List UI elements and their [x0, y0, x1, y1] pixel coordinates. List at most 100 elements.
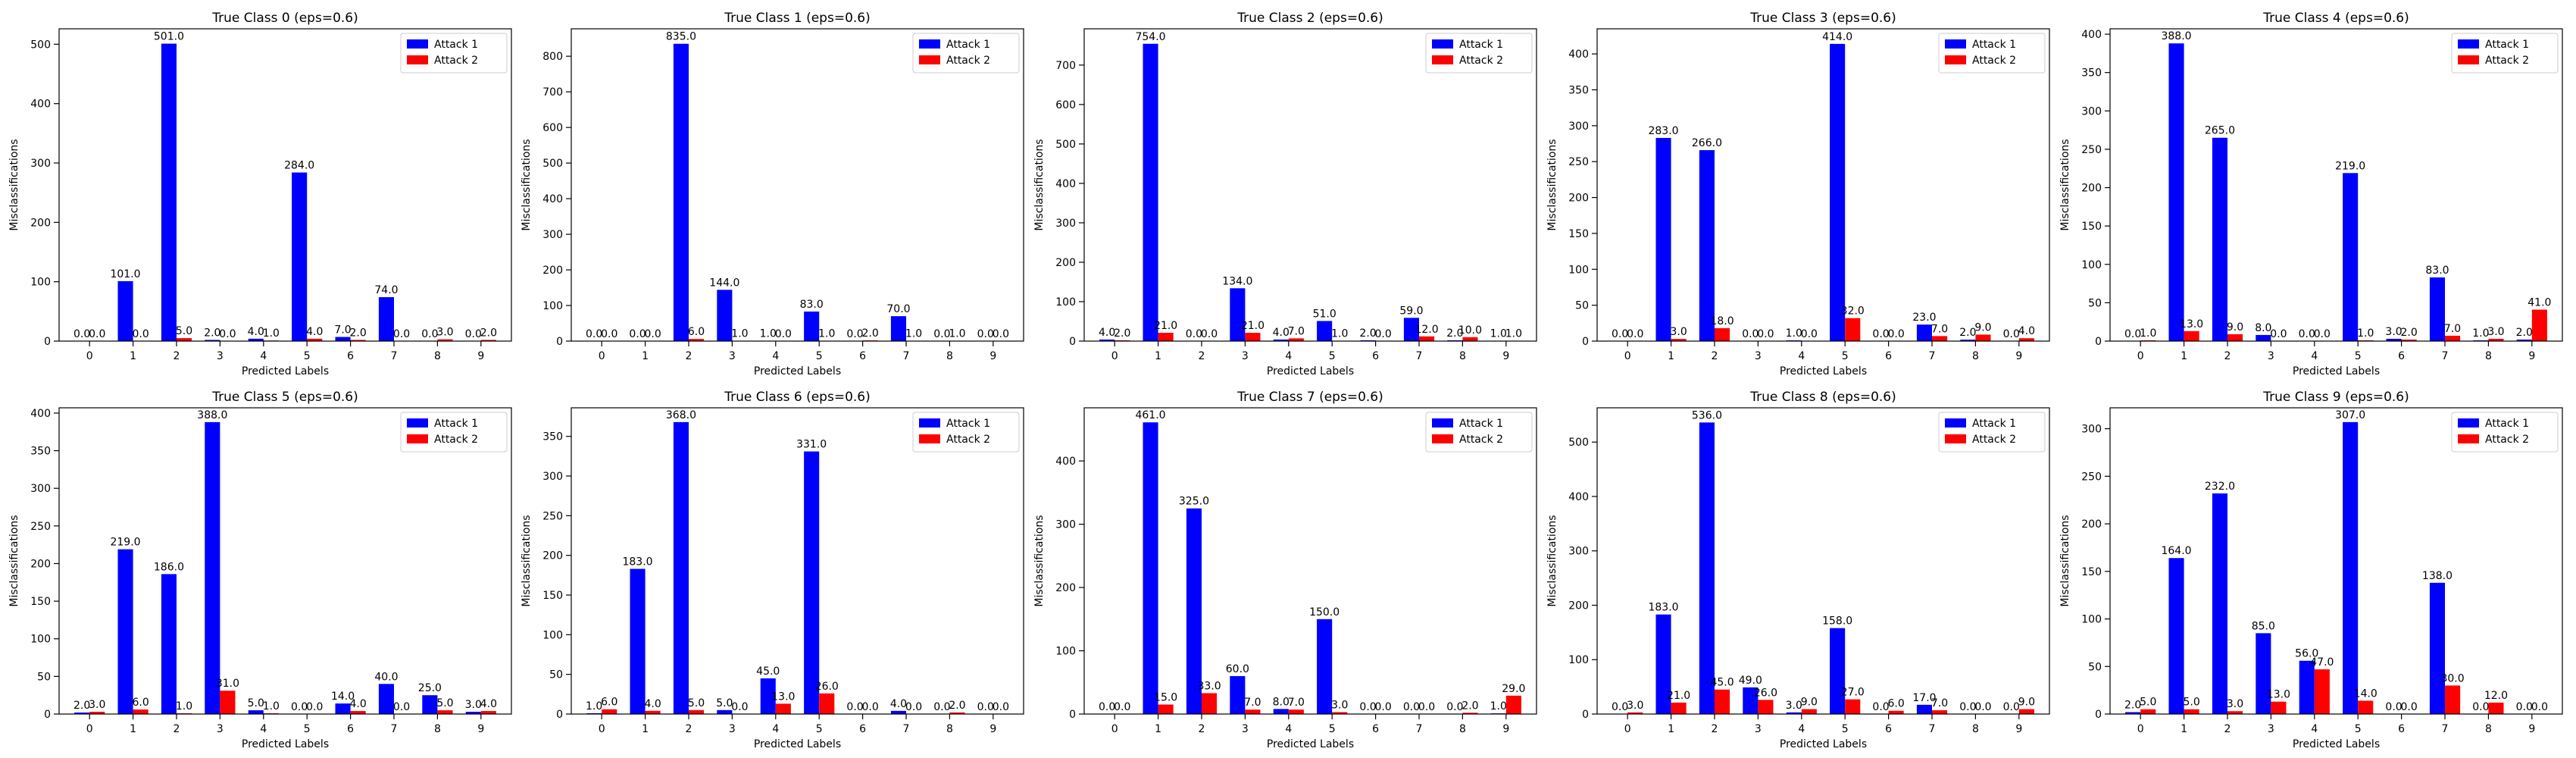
bar-value-label: 1.0 — [1490, 327, 1507, 340]
bar-value-label: 0.0 — [993, 701, 1009, 713]
bar-attack1 — [673, 421, 689, 714]
bar-attack2 — [1245, 709, 1261, 714]
y-tick-label: 300 — [2081, 105, 2102, 117]
x-tick-label: 9 — [1502, 350, 1509, 362]
x-tick-label: 6 — [347, 723, 354, 735]
bar-value-label: 331.0 — [796, 439, 827, 451]
bar-value-label: 501.0 — [154, 31, 184, 43]
y-tick-label: 200 — [1568, 193, 1589, 205]
bar-value-label: 6.0 — [688, 326, 705, 338]
bar-attack2 — [1671, 339, 1687, 341]
y-tick-label: 0 — [556, 709, 563, 721]
x-tick-label: 5 — [816, 723, 823, 735]
legend-swatch — [2458, 55, 2479, 64]
bar-value-label: 144.0 — [709, 277, 739, 289]
bar-value-label: 0.0 — [1612, 701, 1628, 713]
x-tick-label: 7 — [903, 723, 910, 735]
y-tick-label: 350 — [542, 431, 563, 443]
bar-value-label: 0.0 — [846, 328, 863, 340]
bar-value-label: 4.0 — [480, 698, 497, 710]
chart-panel-6: 0501001502002503003501.0183.0368.05.045.… — [521, 390, 1024, 750]
bar-value-label: 25.0 — [418, 682, 442, 694]
bar-value-label: 2.0 — [1359, 327, 1376, 340]
legend-label: Attack 2 — [1972, 434, 2016, 446]
bar-value-label: 134.0 — [1222, 275, 1252, 287]
bar-value-label: 0.0 — [1959, 701, 1976, 713]
bar-attack1 — [248, 710, 264, 714]
bar-attack1 — [2429, 277, 2446, 341]
chart-panel-2: 0 100 200 300 400 500 600 700 4.0 754.0 0.0 134.0 4.… — [1033, 11, 1537, 377]
bar-value-label: 85.0 — [2252, 620, 2275, 632]
x-tick-label: 0 — [2137, 723, 2144, 735]
x-tick-label: 5 — [1329, 723, 1336, 735]
bar-value-label: 0.0 — [1375, 328, 1392, 340]
bar-value-label: 4.0 — [306, 326, 323, 338]
y-tick-label: 0 — [556, 336, 563, 348]
y-tick-label: 250 — [542, 510, 563, 522]
bar-attack1 — [2125, 712, 2141, 714]
bar-value-label: 6.0 — [132, 697, 148, 709]
y-tick-label: 300 — [2081, 424, 2102, 436]
bar-value-label: 3.0 — [2227, 698, 2243, 710]
x-tick-label: 6 — [1372, 723, 1379, 735]
bar-attack2 — [1714, 327, 1730, 341]
bar-attack1 — [1317, 619, 1333, 714]
bar-value-label: 1.0 — [263, 327, 280, 340]
chart-title: True Class 2 (eps=0.6) — [1236, 11, 1383, 26]
y-tick-label: 800 — [542, 51, 563, 63]
x-tick-label: 9 — [477, 350, 484, 362]
bar-value-label: 0.0 — [601, 328, 617, 340]
bar-value-label: 284.0 — [284, 160, 314, 172]
bar-value-label: 7.0 — [334, 324, 351, 337]
y-axis-label: Misclassifications — [1033, 139, 1046, 230]
x-tick-label: 6 — [2398, 350, 2405, 362]
bar-value-label: 0.0 — [846, 701, 863, 713]
axes-frame — [1083, 28, 1537, 342]
bar-value-label: 0.0 — [1974, 701, 1991, 713]
x-tick-label: 6 — [1885, 350, 1892, 362]
bar-attack1 — [1655, 614, 1671, 714]
legend-label: Attack 2 — [2485, 55, 2529, 67]
x-tick-label: 5 — [816, 350, 823, 362]
x-tick-label: 4 — [1798, 723, 1805, 735]
bar-attack2 — [1888, 710, 1904, 714]
bar-value-label: 14.0 — [331, 691, 355, 703]
bar-value-label: 1.0 — [176, 700, 192, 713]
bar-attack1 — [1960, 340, 1976, 341]
bar-attack2 — [220, 691, 236, 714]
legend-swatch — [1945, 418, 1966, 428]
bar-attack1 — [335, 337, 351, 341]
bar-value-label: 368.0 — [666, 409, 696, 421]
bar-value-label: 8.0 — [2255, 322, 2271, 334]
y-tick-label: 200 — [542, 265, 563, 277]
y-tick-label: 100 — [30, 634, 51, 646]
bar-value-label: 6.0 — [1888, 698, 1905, 710]
y-axis-label: Misclassifications — [2059, 515, 2071, 606]
bar-value-label: 0.0 — [1612, 328, 1628, 340]
bar-attack2 — [350, 340, 366, 341]
bar-attack2 — [1932, 336, 1948, 341]
y-tick-label: 0 — [2095, 709, 2102, 721]
x-tick-label: 2 — [174, 723, 180, 735]
legend-label: Attack 2 — [1459, 55, 1503, 67]
bar-attack2 — [2271, 701, 2287, 714]
bar-value-label: 4.0 — [350, 698, 367, 710]
y-tick-label: 250 — [2081, 144, 2102, 156]
y-tick-label: 300 — [1568, 546, 1589, 558]
bar-value-label: 0.0 — [2124, 328, 2141, 340]
y-tick-label: 400 — [1568, 49, 1589, 61]
legend: Attack 1 Attack 2 — [1938, 412, 2046, 453]
y-tick-label: 150 — [2081, 221, 2102, 233]
bar-value-label: 0.0 — [1742, 328, 1758, 340]
legend-label: Attack 2 — [434, 434, 478, 446]
bar-value-label: 7.0 — [1288, 325, 1305, 337]
y-tick-label: 150 — [542, 590, 563, 602]
bar-value-label: 3.0 — [1331, 699, 1348, 711]
bar-value-label: 3.0 — [89, 699, 105, 711]
x-tick-label: 8 — [1972, 350, 1979, 362]
x-tick-label: 5 — [2355, 723, 2362, 735]
axes-frame — [1596, 28, 2050, 342]
bar-value-label: 0.0 — [306, 701, 323, 713]
legend-swatch — [1432, 418, 1453, 428]
bar-value-label: 18.0 — [1710, 315, 1733, 327]
